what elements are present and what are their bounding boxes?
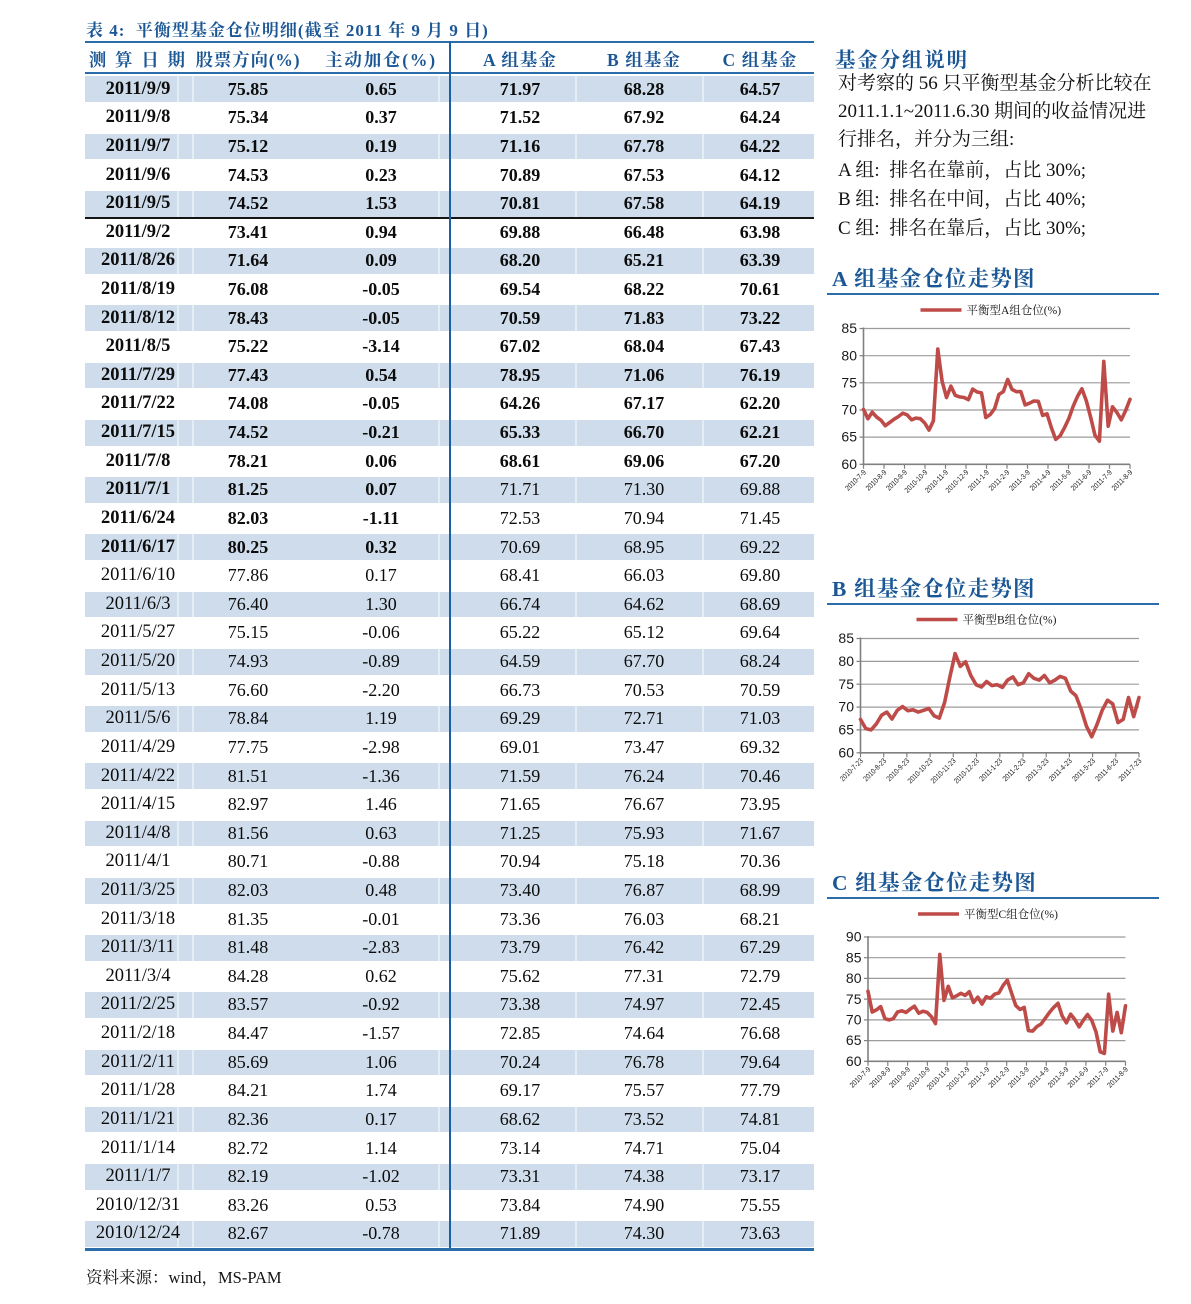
svg-text:60: 60 <box>841 456 857 472</box>
svg-text:70: 70 <box>841 402 857 418</box>
svg-text:75: 75 <box>841 374 857 390</box>
svg-text:2011-4-9: 2011-4-9 <box>1028 468 1053 493</box>
svg-text:2011-2-9: 2011-2-9 <box>986 1065 1011 1090</box>
svg-text:80: 80 <box>846 970 862 986</box>
svg-text:60: 60 <box>838 744 854 760</box>
svg-text:2011-6-23: 2011-6-23 <box>1093 756 1120 783</box>
svg-text:2011-3-9: 2011-3-9 <box>1006 1065 1031 1090</box>
svg-text:2011-8-9: 2011-8-9 <box>1105 1065 1130 1090</box>
svg-text:85: 85 <box>841 320 857 336</box>
svg-text:85: 85 <box>838 630 854 646</box>
svg-text:2011-5-9: 2011-5-9 <box>1046 1065 1071 1090</box>
svg-text:70: 70 <box>838 699 854 715</box>
svg-text:65: 65 <box>846 1032 862 1048</box>
svg-text:2011-7-23: 2011-7-23 <box>1117 756 1144 783</box>
svg-text:2011-6-9: 2011-6-9 <box>1069 468 1094 493</box>
svg-text:平衡型B组仓位(%): 平衡型B组仓位(%) <box>963 613 1057 627</box>
svg-text:2011-5-23: 2011-5-23 <box>1070 756 1097 783</box>
svg-text:2011-7-9: 2011-7-9 <box>1085 1065 1110 1090</box>
svg-text:70: 70 <box>846 1012 862 1028</box>
svg-text:平衡型A组仓位(%): 平衡型A组仓位(%) <box>967 303 1062 317</box>
svg-text:2011-5-9: 2011-5-9 <box>1048 468 1073 493</box>
svg-text:2011-4-23: 2011-4-23 <box>1047 756 1074 783</box>
svg-text:80: 80 <box>841 347 857 363</box>
svg-text:平衡型C组仓位(%): 平衡型C组仓位(%) <box>964 907 1058 921</box>
svg-text:90: 90 <box>846 929 862 945</box>
svg-text:2011-1-9: 2011-1-9 <box>966 468 991 493</box>
svg-text:2011-2-9: 2011-2-9 <box>987 468 1012 493</box>
svg-text:60: 60 <box>846 1053 862 1069</box>
svg-text:2010-8-9: 2010-8-9 <box>864 468 889 493</box>
svg-text:2011-6-9: 2011-6-9 <box>1066 1065 1091 1090</box>
svg-text:65: 65 <box>841 429 857 445</box>
svg-text:85: 85 <box>846 949 862 965</box>
svg-text:2011-3-23: 2011-3-23 <box>1024 756 1051 783</box>
svg-text:75: 75 <box>846 991 862 1007</box>
svg-text:2011-1-23: 2011-1-23 <box>977 756 1004 783</box>
svg-text:2010-12-23: 2010-12-23 <box>952 756 981 785</box>
svg-text:65: 65 <box>838 722 854 738</box>
svg-text:2010-8-23: 2010-8-23 <box>861 756 888 783</box>
svg-text:2011-3-9: 2011-3-9 <box>1007 468 1032 493</box>
svg-text:2010-8-9: 2010-8-9 <box>867 1065 892 1090</box>
svg-text:2011-2-23: 2011-2-23 <box>1001 756 1028 783</box>
svg-text:2011-4-9: 2011-4-9 <box>1026 1065 1051 1090</box>
svg-text:2011-7-9: 2011-7-9 <box>1089 468 1114 493</box>
svg-text:2011-1-9: 2011-1-9 <box>966 1065 991 1090</box>
svg-text:75: 75 <box>838 676 854 692</box>
svg-text:2011-8-9: 2011-8-9 <box>1110 468 1135 493</box>
svg-text:80: 80 <box>838 653 854 669</box>
